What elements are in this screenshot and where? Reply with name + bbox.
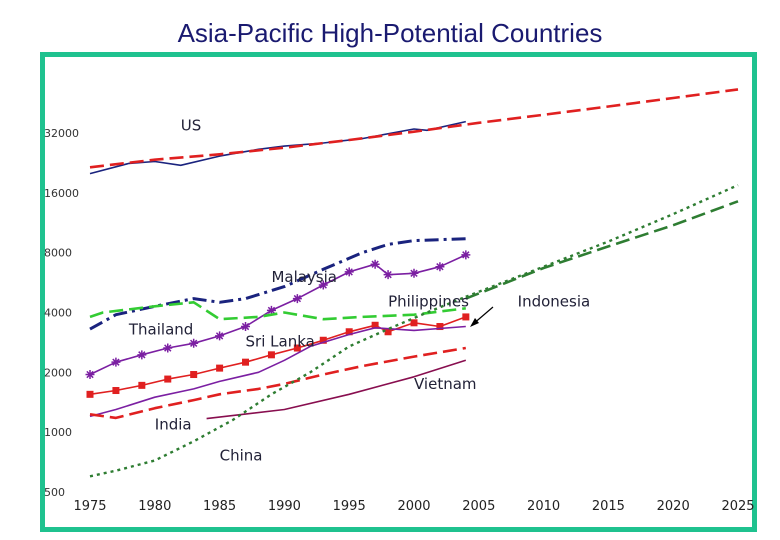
series-thailand [86,313,470,398]
label-malaysia: Malaysia [271,268,337,286]
label-indonesia: Indonesia [518,292,591,310]
x-tick-label: 2020 [657,499,690,514]
x-tick-label: 1990 [268,499,301,514]
data-point [85,370,95,380]
series-philippines-dashed [89,346,467,420]
indonesia-arrowhead [470,318,479,327]
series-us-projection [89,88,739,169]
x-tick-label: 1995 [333,499,366,514]
data-point [371,321,379,329]
series-lines [85,88,739,478]
x-tick-label: 2015 [592,499,625,514]
data-point [409,268,419,278]
x-tick-label: 1980 [138,499,171,514]
series-line-malaysia [89,254,467,376]
data-point [267,351,275,359]
x-tick-label: 1975 [73,499,106,514]
data-point [318,280,328,290]
data-point [189,338,199,348]
y-tick-label: 8000 [44,247,72,260]
data-point [319,336,327,344]
data-point [370,259,380,269]
data-point [436,323,444,331]
data-point [266,305,276,315]
series-line-philippines-dashed [89,346,467,420]
chart-frame [40,52,757,532]
series-line-dash-dot-series [89,237,466,331]
data-point [138,381,146,389]
data-point [86,390,94,398]
x-tick-label: 2010 [527,499,560,514]
data-point [292,294,302,304]
data-point [344,267,354,277]
x-tick-label: 2005 [462,499,495,514]
y-tick-label: 32000 [44,127,79,140]
label-india: India [155,416,192,434]
series-china-projection [465,184,739,298]
data-point [112,387,120,395]
label-philippines: Philippines [388,292,469,310]
x-tick-label: 1985 [203,499,236,514]
data-point [384,328,392,336]
data-point [293,344,301,352]
series-line-indonesia-projection [465,200,739,300]
data-point [410,319,418,327]
y-tick-label: 16000 [44,187,79,200]
series-line-thailand [89,316,467,396]
y-tick-label: 500 [44,486,65,499]
data-point [111,357,121,367]
data-point [345,328,353,336]
data-point [163,343,173,353]
data-point [137,350,147,360]
series-line-us-projection [89,88,739,169]
x-tick-label: 2000 [397,499,430,514]
series-dash-dot-series [89,237,466,331]
series-us [89,120,466,175]
data-point [242,358,250,366]
y-tick-label: 2000 [44,366,72,379]
series-line-us [89,120,466,175]
data-point [190,371,198,379]
series-indonesia-projection [465,200,739,300]
x-tick-label: 2025 [721,499,754,514]
label-sri-lanka: Sri Lanka [246,332,315,350]
series-vietnam [206,359,467,420]
chart-title: Asia-Pacific High-Potential Countries [177,18,603,48]
y-tick-label: 1000 [44,426,72,439]
data-point [383,270,393,280]
series-line-green-dashed-series [89,300,466,321]
series-line-china-projection [465,184,739,298]
data-point [216,364,224,372]
label-vietnam: Vietnam [414,375,477,393]
data-point [241,322,251,332]
series-sri-lanka [89,325,466,418]
label-us: US [181,116,202,134]
data-point [215,331,225,341]
series-line-sri-lanka [89,325,466,418]
tick-labels: 500 1000 2000 4000 8000 16000 32000 1975 1980 198… [44,127,755,514]
data-point [462,313,470,321]
series-line-vietnam [206,359,467,420]
series-malaysia [85,250,471,380]
data-point [164,375,172,383]
y-tick-label: 4000 [44,307,72,320]
data-point [461,250,471,260]
label-thailand: Thailand [128,321,193,339]
data-point [435,262,445,272]
label-china: China [220,447,263,465]
series-green-dashed-series [89,300,466,321]
annotation-labels: US Malaysia Philippines Indonesia Thailand Sr… [128,116,590,464]
